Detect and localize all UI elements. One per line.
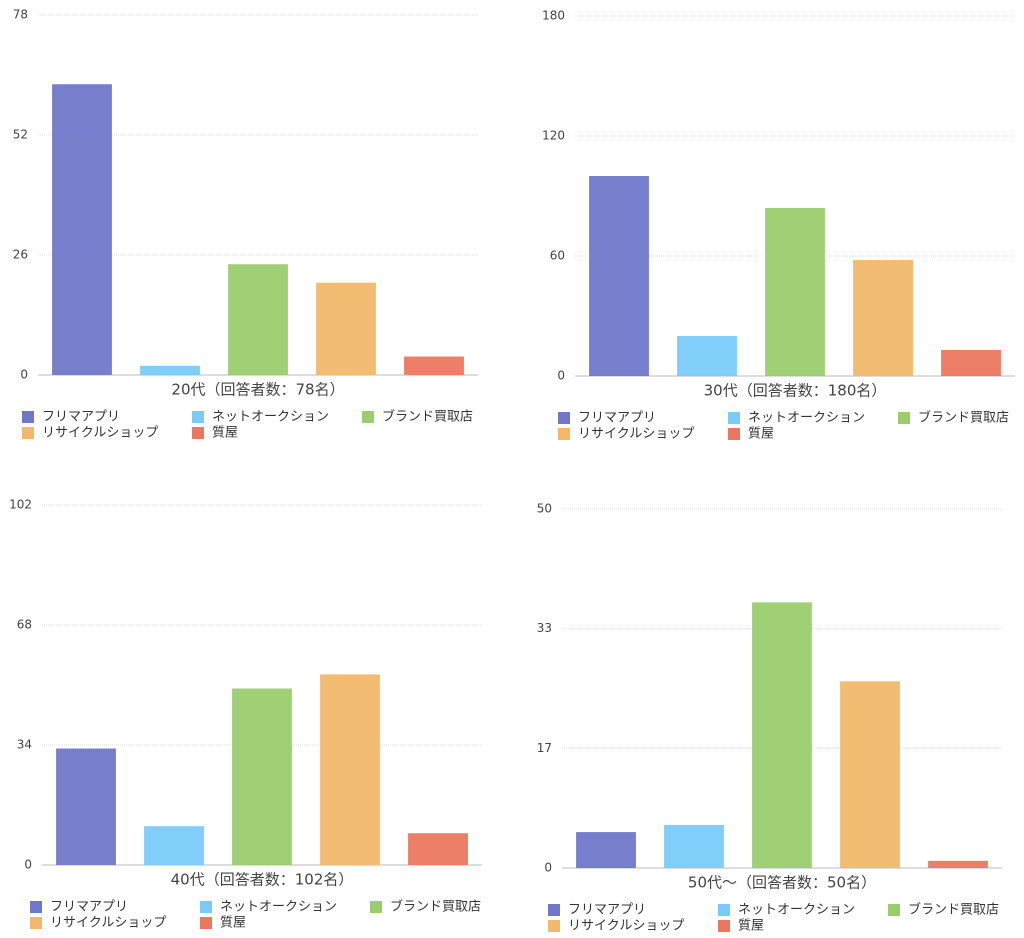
legend-swatch — [888, 904, 900, 916]
y-tick-label: 0 — [557, 369, 565, 383]
bar — [232, 688, 292, 865]
legend-label: フリマアプリ — [50, 900, 128, 915]
legend-label: リサイクルショップ — [42, 426, 158, 441]
y-tick-label: 102 — [9, 498, 32, 512]
y-tick-label: 34 — [17, 738, 32, 752]
bar — [941, 350, 1001, 376]
bar — [576, 832, 636, 868]
y-tick-label: 50 — [537, 502, 552, 516]
y-tick-label: 33 — [537, 621, 552, 635]
legend-swatch — [370, 901, 382, 913]
legend-label: 質屋 — [748, 427, 774, 442]
legend-label: フリマアプリ — [578, 411, 656, 426]
legend-label: ブランド買取店 — [382, 409, 473, 425]
y-tick-label: 52 — [13, 128, 28, 142]
legend-swatch — [22, 427, 34, 439]
legend-label: リサイクルショップ — [578, 427, 694, 442]
bar — [677, 336, 737, 376]
bar — [228, 264, 288, 375]
bar — [928, 860, 988, 868]
y-tick-label: 180 — [542, 9, 565, 23]
legend-swatch — [22, 411, 34, 423]
legend-label: 質屋 — [220, 916, 246, 931]
legend-label: フリマアプリ — [568, 903, 646, 918]
legend-swatch — [30, 917, 42, 929]
legend-label: 質屋 — [738, 919, 764, 934]
legend-label: ネットオークション — [220, 900, 337, 915]
legend-swatch — [200, 901, 212, 913]
bar — [853, 260, 913, 376]
legend-label: リサイクルショップ — [568, 919, 684, 934]
legend-label: ブランド買取店 — [390, 899, 481, 915]
legend-swatch — [558, 412, 570, 424]
legend-swatch — [728, 428, 740, 440]
legend-swatch — [548, 920, 560, 932]
bar — [765, 208, 825, 376]
bar — [752, 602, 812, 868]
legend-swatch — [192, 427, 204, 439]
y-tick-label: 78 — [13, 8, 28, 22]
legend-swatch — [898, 412, 910, 424]
x-axis-label: 30代（回答者数：180名） — [704, 382, 887, 400]
bar — [140, 365, 200, 375]
legend-label: フリマアプリ — [42, 410, 120, 425]
legend-swatch — [558, 428, 570, 440]
bar — [56, 748, 116, 865]
bar — [408, 833, 468, 865]
y-tick-label: 0 — [24, 858, 32, 872]
x-axis-label: 50代〜（回答者数：50名） — [688, 874, 876, 892]
legend-label: ネットオークション — [748, 411, 865, 426]
y-tick-label: 17 — [537, 741, 552, 755]
bar — [589, 176, 649, 376]
legend-label: ブランド買取店 — [908, 902, 999, 918]
legend-swatch — [728, 412, 740, 424]
legend-swatch — [192, 411, 204, 423]
x-axis-label: 40代（回答者数：102名） — [171, 871, 354, 889]
legend-swatch — [30, 901, 42, 913]
legend-swatch — [200, 917, 212, 929]
y-tick-label: 26 — [13, 248, 28, 262]
legend-label: 質屋 — [212, 426, 238, 441]
legend-swatch — [362, 411, 374, 423]
y-tick-label: 120 — [542, 129, 565, 143]
bar — [404, 356, 464, 375]
legend-swatch — [548, 904, 560, 916]
bar — [52, 84, 112, 375]
y-tick-label: 0 — [544, 861, 552, 875]
legend-label: リサイクルショップ — [50, 916, 166, 931]
bar — [144, 826, 204, 865]
bar — [316, 282, 376, 375]
legend-swatch — [718, 904, 730, 916]
legend-label: ブランド買取店 — [918, 410, 1009, 426]
bar — [664, 824, 724, 868]
legend-swatch — [718, 920, 730, 932]
y-tick-label: 60 — [550, 249, 565, 263]
y-tick-label: 68 — [17, 618, 32, 632]
x-axis-label: 20代（回答者数：78名） — [171, 381, 344, 399]
bar — [320, 674, 380, 865]
y-tick-label: 0 — [20, 368, 28, 382]
bar — [840, 681, 900, 868]
legend-label: ネットオークション — [738, 903, 855, 918]
legend-label: ネットオークション — [212, 410, 329, 425]
